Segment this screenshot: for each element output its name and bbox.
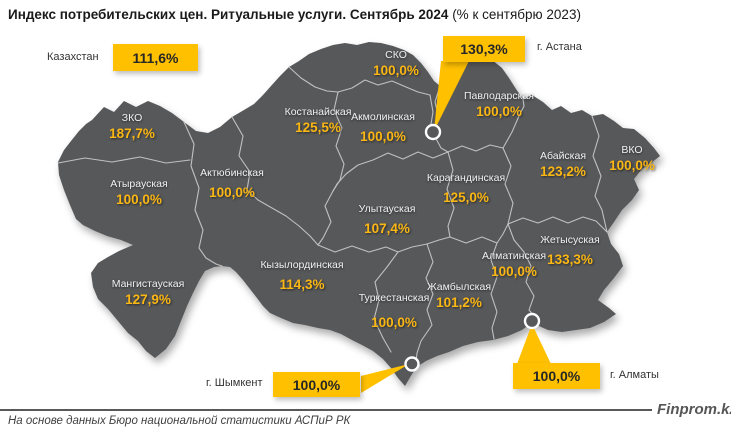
region-value: 101,2% — [436, 295, 482, 310]
almaty-pointer — [517, 324, 551, 364]
country-label: Казахстан — [47, 51, 99, 63]
astana-marker — [424, 123, 442, 141]
astana-label: г. Астана — [537, 41, 582, 53]
region-name: Жамбылская — [426, 281, 492, 293]
almaty-value-badge: 100,0% — [513, 363, 600, 389]
region-zhambyl: Жамбылская 101,2% — [427, 281, 491, 311]
region-vko: ВКО 100,0% — [609, 144, 655, 174]
region-value: 107,4% — [364, 221, 410, 236]
region-value: 133,3% — [547, 252, 593, 267]
region-borders — [57, 66, 608, 363]
region-atyrau: Атырауская 100,0% — [110, 178, 167, 208]
region-value: 125,0% — [443, 190, 489, 205]
region-name: Костанайская — [284, 106, 352, 118]
region-value: 100,0% — [371, 315, 417, 330]
region-turkestan: Туркестанская 100,0% — [359, 292, 430, 331]
country-value-badge: 111,6% — [113, 44, 198, 71]
region-aktobe: Актюбинская 100,0% — [200, 167, 264, 201]
region-name: Карагандинская — [426, 172, 506, 184]
region-value: 114,3% — [279, 277, 325, 292]
region-kostanay: Костанайская 125,5% — [285, 106, 352, 136]
region-abai: Абайская 123,2% — [540, 150, 586, 180]
region-value: 100,0% — [116, 192, 162, 207]
country-silhouette — [58, 42, 660, 386]
region-name: Акмолинская — [351, 111, 415, 123]
region-name: ЗКО — [121, 112, 143, 124]
title-main: Индекс потребительских цен. Ритуальные у… — [8, 7, 449, 22]
region-value: 100,0% — [373, 63, 419, 78]
region-name: СКО — [385, 49, 407, 61]
region-value: 187,7% — [109, 126, 155, 141]
region-name: Жетысуская — [540, 234, 600, 246]
footer-divider — [0, 409, 652, 411]
almaty-label: г. Алматы — [610, 369, 659, 381]
region-almaty-obl: Алматинская 100,0% — [482, 250, 546, 280]
region-name: Алматинская — [481, 250, 547, 262]
region-value: 127,9% — [125, 292, 171, 307]
region-akmola: Акмолинская 100,0% — [351, 111, 415, 145]
region-value: 100,0% — [476, 104, 522, 119]
region-pavlodar: Павлодарская 100,0% — [464, 90, 534, 120]
region-name: Мангистауская — [111, 278, 185, 290]
region-value: 100,0% — [209, 185, 255, 200]
astana-pointer — [434, 61, 469, 131]
astana-value-badge: 130,3% — [443, 36, 525, 62]
region-zhetysu: Жетысуская 133,3% — [540, 234, 599, 268]
region-name: Туркестанская — [358, 292, 430, 304]
region-value: 100,0% — [360, 129, 406, 144]
region-mangystau: Мангистауская 127,9% — [112, 278, 185, 308]
region-name: Актюбинская — [200, 167, 264, 179]
brand-logo: Finprom.kz — [657, 401, 731, 418]
region-name: Атырауская — [110, 178, 168, 190]
region-name: Улытауская — [358, 203, 416, 215]
almaty-marker — [523, 312, 541, 330]
region-karaganda: Карагандинская 125,0% — [427, 172, 505, 206]
shymkent-label: г. Шымкент — [206, 377, 263, 389]
region-ulytau: Улытауская 107,4% — [359, 203, 416, 237]
city-markers — [404, 123, 541, 372]
region-name: ВКО — [621, 144, 643, 156]
callout-pointers — [361, 61, 551, 393]
shymkent-marker — [404, 356, 420, 372]
region-zko: ЗКО 187,7% — [109, 112, 155, 142]
shymkent-value-badge: 100,0% — [273, 372, 360, 397]
shymkent-pointer — [361, 364, 409, 393]
region-sko: СКО 100,0% — [373, 49, 419, 79]
region-name: Абайская — [539, 150, 587, 162]
region-value: 123,2% — [540, 164, 586, 179]
region-name: Павлодарская — [464, 90, 534, 102]
region-name: Кызылординская — [260, 259, 344, 271]
title-suffix: (% к сентябрю 2023) — [448, 7, 581, 22]
region-kyzylorda: Кызылординская 114,3% — [260, 259, 343, 293]
source-note: На основе данных Бюро национальной стати… — [8, 415, 351, 427]
page-title: Индекс потребительских цен. Ритуальные у… — [8, 7, 581, 22]
region-value: 125,5% — [295, 120, 341, 135]
region-value: 100,0% — [491, 264, 537, 279]
region-value: 100,0% — [609, 158, 655, 173]
